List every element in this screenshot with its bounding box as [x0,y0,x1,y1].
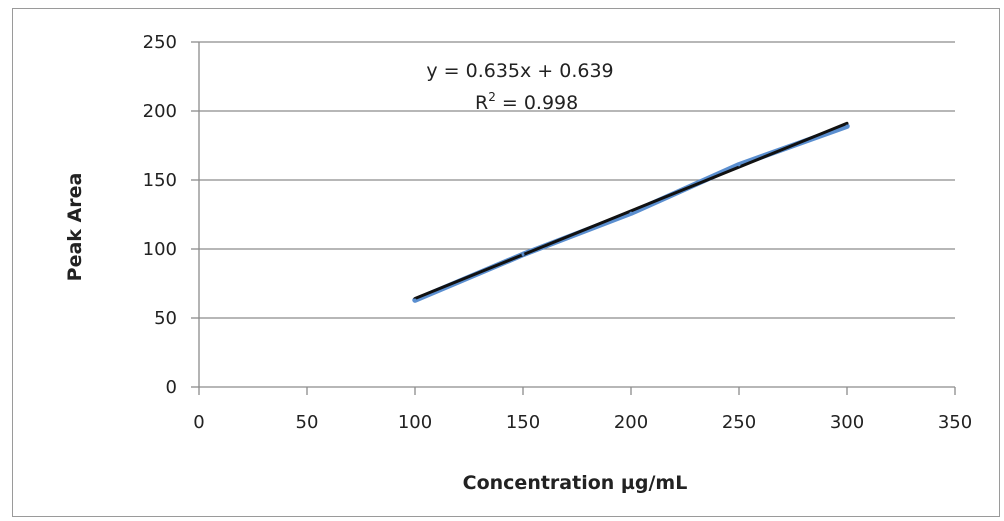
calibration-chart: 0 50 100 150 200 250 300 350 0 50 100 150 200 250 y … [64,32,972,494]
trendline [413,121,849,300]
x-tick-label: 200 [614,412,648,433]
y-tick-label: 0 [166,377,177,398]
x-tick-label: 300 [830,412,864,433]
series [412,121,850,303]
x-tick-label: 100 [398,412,432,433]
data-point [413,298,417,302]
axes [191,41,956,395]
x-tick-label: 50 [296,412,319,433]
x-axis-title: Concentration µg/mL [463,472,688,494]
y-tick-label: 250 [143,32,177,53]
x-tick-label: 0 [193,412,204,433]
chart-frame: 0 50 100 150 200 250 300 350 0 50 100 150 200 250 y … [12,8,1000,517]
y-tick-label: 100 [143,239,177,260]
r-squared-value: = 0.998 [496,92,578,114]
data-point [521,253,525,257]
x-tick-label: 250 [722,412,756,433]
grid-lines [199,41,955,319]
y-tick-label: 200 [143,101,177,122]
data-point [629,211,633,215]
x-tick-labels: 0 50 100 150 200 250 300 350 [193,412,972,433]
r-squared-prefix: R [475,92,488,114]
y-tick-labels: 0 50 100 150 200 250 [143,32,177,398]
equation-label: y = 0.635x + 0.639 [426,60,613,82]
r-squared-exponent: 2 [488,90,496,104]
y-axis-title: Peak Area [64,173,86,282]
data-point [737,163,741,167]
y-tick-label: 50 [154,308,177,329]
x-tick-label: 150 [506,412,540,433]
r-squared-label: R2 = 0.998 [475,90,578,114]
data-point [845,124,849,128]
x-tick-label: 350 [938,412,972,433]
y-tick-label: 150 [143,170,177,191]
